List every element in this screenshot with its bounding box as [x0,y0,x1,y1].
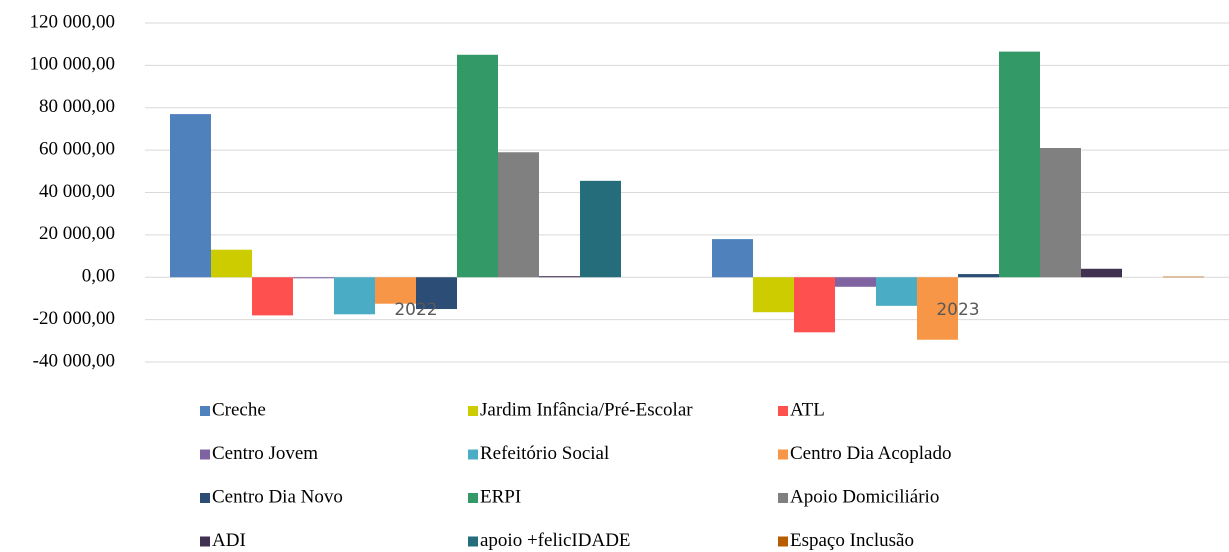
legend-swatch [200,449,210,460]
bar [498,152,539,278]
legend-swatch [468,449,478,460]
legend-label: Centro Dia Novo [212,486,343,507]
y-tick-label: 100 000,00 [30,54,116,75]
bar [958,274,999,278]
legend-label: ADI [212,530,246,551]
y-tick-label: 80 000,00 [39,96,115,117]
bar [876,277,917,306]
y-tick-label: 0,00 [82,266,115,287]
legend-swatch [200,406,210,416]
bar [375,277,416,304]
legend-swatch [468,493,478,503]
legend-label: apoio +felicIDADE [480,530,631,551]
bar [1163,276,1204,278]
legend-label: Apoio Domiciliário [790,486,939,507]
y-tick-label: 120 000,00 [30,11,116,32]
legend-swatch [200,536,210,547]
bar [293,277,334,279]
bar [170,114,211,278]
bar [1081,268,1122,278]
bar [835,277,876,287]
legend-label: Refeitório Social [480,443,609,464]
bar [794,277,835,333]
legend-swatch [778,536,788,547]
legend-swatch [468,406,478,416]
x-tick-label: 2022 [394,300,437,320]
y-tick-label: 60 000,00 [39,138,115,159]
legend-label: ERPI [480,486,521,507]
bar [580,180,621,278]
bar [712,239,753,278]
bar [539,276,580,278]
bar [211,249,252,278]
legend-label: Centro Dia Acoplado [790,443,951,464]
bar [252,277,293,316]
legend-swatch [200,493,210,503]
legend-swatch [468,536,478,547]
legend-label: Creche [212,399,266,420]
y-tick-label: 20 000,00 [39,223,115,244]
bar [917,277,958,340]
bar [753,277,794,313]
legend-swatch [778,493,788,503]
legend-swatch [778,406,788,416]
legend-label: Centro Jovem [212,443,318,464]
bar [416,277,457,310]
y-tick-label: -40 000,00 [33,350,115,371]
y-tick-label: -20 000,00 [33,308,115,329]
bar [999,51,1040,278]
legend-label: Jardim Infância/Pré-Escolar [480,399,693,420]
bar [1040,148,1081,278]
legend-label: Espaço Inclusão [790,530,914,551]
legend-swatch [778,449,788,460]
y-tick-label: 40 000,00 [39,181,115,202]
x-tick-label: 2023 [936,300,979,320]
bar [334,277,375,315]
legend-label: ATL [790,399,825,420]
bar [457,54,498,278]
